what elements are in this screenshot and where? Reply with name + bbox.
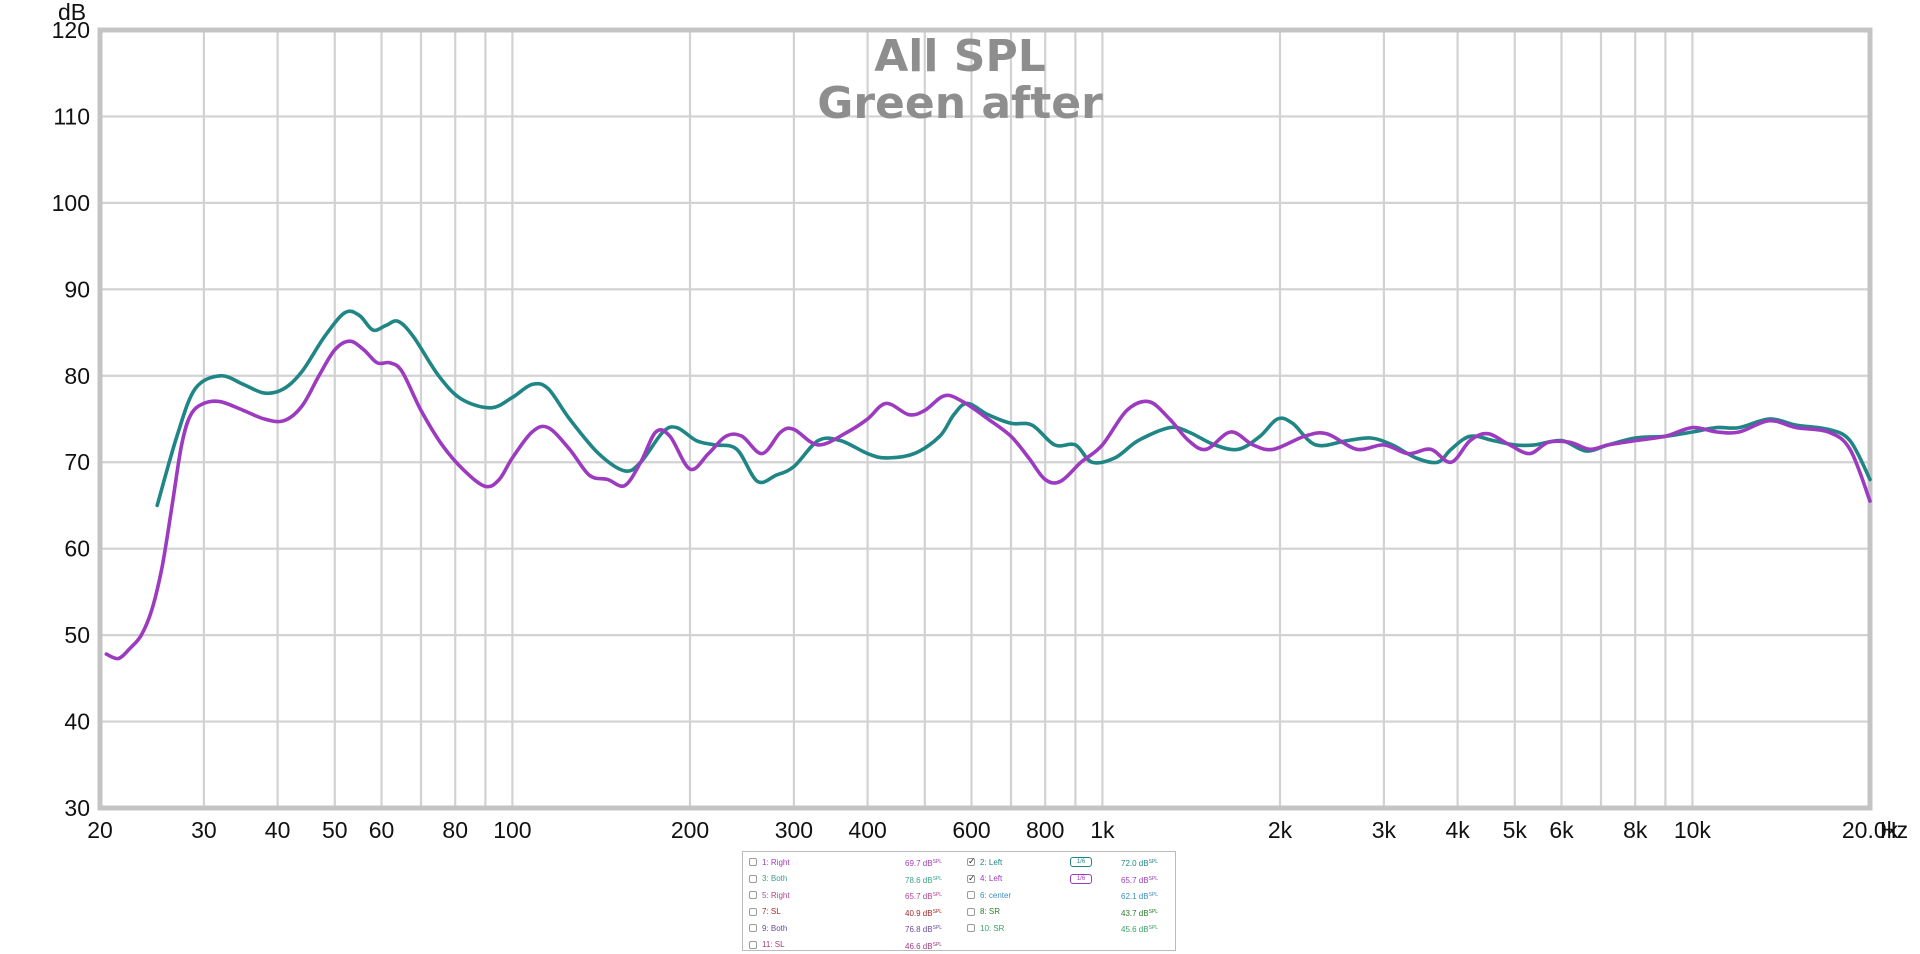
x-tick-label: 100 <box>493 817 531 843</box>
legend-label: 2: Left <box>980 857 1003 867</box>
x-tick-label: 60 <box>369 817 395 843</box>
legend-label: 11: SL <box>762 940 785 949</box>
legend-item[interactable]: 1: Right <box>749 855 790 869</box>
legend-value: 40.9 dBSPL <box>905 908 943 918</box>
legend-label: 7: SL <box>762 907 781 916</box>
legend-value: 65.7 dBSPL <box>1121 875 1159 885</box>
legend-item[interactable]: 8: SR <box>967 905 1000 919</box>
plot-frame <box>97 27 1873 811</box>
x-tick-label: 1k <box>1090 817 1115 843</box>
y-axis-unit-label: dB <box>58 0 86 25</box>
legend-row: 9: Both 76.8 dBSPL 10: SR 45.6 dBSPL <box>743 921 1175 935</box>
legend-label: 3: Both <box>762 874 788 883</box>
legend-checkbox[interactable] <box>749 924 757 932</box>
x-tick-label: 20 <box>87 817 113 843</box>
legend-checkbox[interactable] <box>749 891 757 899</box>
legend-item[interactable]: 10: SR <box>967 921 1004 935</box>
legend-value: 62.1 dBSPL <box>1121 892 1159 901</box>
legend-row: 5: Right 65.7 dBSPL 6: center 62.1 dBSPL <box>743 888 1175 902</box>
legend-item[interactable]: 2: Left <box>967 855 1002 869</box>
legend-checkbox[interactable] <box>749 940 757 949</box>
x-tick-label: 200 <box>671 817 709 843</box>
chart-subtitle: Green after <box>817 78 1103 129</box>
legend-item[interactable]: 9: Both <box>749 921 787 935</box>
x-tick-label: 2k <box>1268 817 1293 843</box>
y-tick-label: 30 <box>64 795 90 821</box>
x-tick-labels: 20 30 40 50 60 80 100 200 300 400 600 800 1k 2k 3k 4k 5k… <box>87 817 1898 843</box>
legend-checkbox[interactable] <box>967 891 975 899</box>
legend-value: 72.0 dBSPL <box>1121 859 1159 868</box>
legend-checkbox[interactable] <box>967 907 975 916</box>
x-tick-label: 6k <box>1549 817 1574 843</box>
legend-label: 10: SR <box>980 923 1005 933</box>
y-tick-label: 80 <box>64 363 90 389</box>
legend-checkbox[interactable] <box>749 874 757 883</box>
y-tick-label: 50 <box>64 622 90 648</box>
legend-checkbox[interactable] <box>967 873 976 884</box>
legend-row: 3: Both 78.6 dBSPL 4: Left 1/6 65.7 dBSPL <box>743 872 1175 886</box>
x-axis-unit-label: Hz <box>1880 817 1908 843</box>
x-tick-label: 400 <box>848 817 886 843</box>
legend-label: 6: center <box>980 890 1012 900</box>
legend-label: 9: Both <box>762 923 788 933</box>
x-tick-label: 300 <box>775 817 813 843</box>
x-tick-label: 10k <box>1674 817 1712 843</box>
legend-item[interactable]: 3: Both <box>749 872 787 886</box>
series-layer <box>104 309 1872 661</box>
legend-item[interactable]: 4: Left <box>967 872 1002 886</box>
x-tick-label: 30 <box>191 817 217 843</box>
legend-value: 43.7 dBSPL <box>1121 908 1159 918</box>
x-tick-label: 4k <box>1445 817 1470 843</box>
legend-checkbox[interactable] <box>749 858 757 866</box>
legend-checkbox[interactable] <box>749 907 757 916</box>
chart-title: All SPL <box>874 31 1046 82</box>
x-tick-label: 8k <box>1623 817 1648 843</box>
x-tick-label: 80 <box>442 817 468 843</box>
legend-row: 7: SL 40.9 dBSPL 8: SR 43.7 dBSPL <box>743 905 1175 919</box>
smoothing-badge[interactable]: 1/6 <box>1070 873 1092 884</box>
smoothing-badge[interactable]: 1/6 <box>1070 857 1092 867</box>
x-tick-label: 5k <box>1503 817 1528 843</box>
series-line-1 <box>155 309 1872 508</box>
legend-checkbox[interactable] <box>967 924 975 932</box>
x-tick-label: 20.0k <box>1842 817 1899 843</box>
x-tick-label: 40 <box>265 817 291 843</box>
x-tick-label: 800 <box>1026 817 1064 843</box>
legend-label: 1: Right <box>762 857 790 867</box>
legend-label: 5: Right <box>762 890 790 900</box>
x-tick-label: 50 <box>322 817 348 843</box>
legend-label: 4: Left <box>980 874 1003 883</box>
y-tick-label: 120 <box>52 17 90 43</box>
legend-value: 76.8 dBSPL <box>905 925 943 934</box>
legend-value: 45.6 dBSPL <box>1121 925 1159 934</box>
legend-item[interactable]: 5: Right <box>749 888 790 902</box>
series-line-2 <box>104 339 1872 661</box>
y-tick-label: 100 <box>52 190 90 216</box>
y-tick-labels: 30 40 50 60 70 80 90 100 110 120 <box>52 17 90 821</box>
x-tick-label: 3k <box>1372 817 1397 843</box>
y-tick-label: 110 <box>53 103 90 129</box>
y-tick-label: 60 <box>64 536 90 562</box>
legend-item[interactable]: 7: SL <box>749 905 781 919</box>
x-tick-label: 600 <box>952 817 990 843</box>
legend-value: 65.7 dBSPL <box>905 892 943 901</box>
y-tick-label: 70 <box>64 449 90 475</box>
legend-value: 46.6 dBSPL <box>905 941 943 951</box>
legend-checkbox[interactable] <box>967 856 976 867</box>
legend-label: 8: SR <box>980 907 1001 916</box>
y-tick-label: 40 <box>64 709 90 735</box>
legend-row: 1: Right 69.7 dBSPL 2: Left 1/6 72.0 dBSPL <box>743 855 1175 869</box>
legend-value: 69.7 dBSPL <box>905 859 943 868</box>
legend-item[interactable]: 11: SL <box>749 938 785 952</box>
legend-row: 11: SL 46.6 dBSPL <box>743 938 1175 952</box>
y-tick-label: 90 <box>64 276 90 302</box>
measurement-legend: 1: Right 69.7 dBSPL 2: Left 1/6 72.0 dBSPL 3:… <box>742 851 1176 951</box>
legend-value: 78.6 dBSPL <box>905 875 943 885</box>
legend-item[interactable]: 6: center <box>967 888 1011 902</box>
